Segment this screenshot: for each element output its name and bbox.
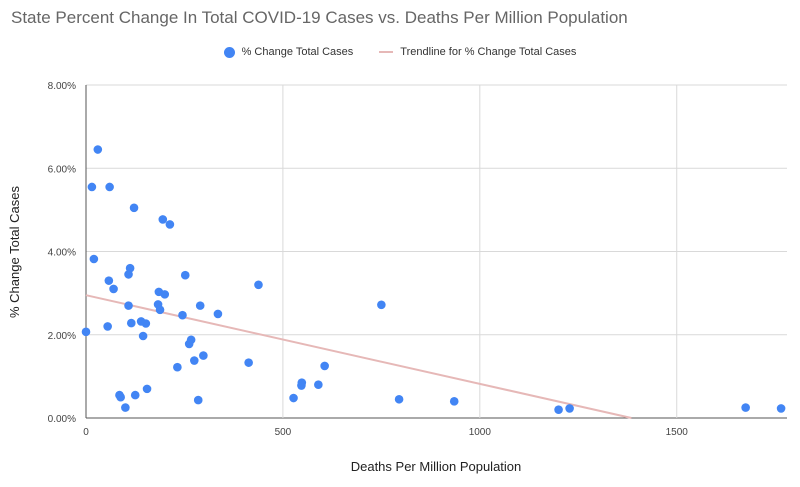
- x-tick-label: 1000: [469, 427, 492, 438]
- x-tick-label: 1500: [666, 427, 689, 438]
- data-point[interactable]: [124, 301, 133, 310]
- data-point[interactable]: [155, 305, 165, 315]
- data-point[interactable]: [554, 405, 563, 414]
- data-point[interactable]: [126, 318, 136, 328]
- data-point[interactable]: [190, 356, 199, 365]
- data-point[interactable]: [377, 300, 386, 310]
- data-point[interactable]: [165, 220, 175, 229]
- data-point[interactable]: [449, 397, 459, 406]
- data-point[interactable]: [180, 270, 190, 280]
- data-point[interactable]: [81, 327, 91, 337]
- data-point[interactable]: [213, 309, 223, 319]
- y-tick-label: 2.00%: [48, 331, 76, 342]
- data-point[interactable]: [103, 322, 112, 331]
- data-point[interactable]: [565, 404, 574, 413]
- chart-legend: % Change Total Cases Trendline for % Cha…: [0, 46, 800, 58]
- data-point[interactable]: [141, 319, 151, 328]
- data-point[interactable]: [105, 182, 114, 192]
- data-point[interactable]: [130, 390, 140, 400]
- chart-title: State Percent Change In Total COVID-19 C…: [11, 8, 628, 27]
- data-point[interactable]: [173, 362, 182, 372]
- data-point[interactable]: [186, 335, 196, 345]
- legend-line-marker: [379, 51, 394, 53]
- data-point[interactable]: [138, 331, 148, 341]
- data-point[interactable]: [254, 280, 263, 290]
- data-point[interactable]: [87, 182, 97, 192]
- y-tick-label: 4.00%: [48, 248, 76, 259]
- grid-lines: [85, 84, 787, 419]
- y-tick-label: 6.00%: [48, 164, 76, 175]
- trendline-layer: [85, 294, 632, 419]
- data-point[interactable]: [297, 378, 307, 387]
- data-point[interactable]: [129, 203, 139, 213]
- data-point[interactable]: [121, 403, 130, 412]
- y-axis-title: % Change Total Cases: [7, 186, 22, 319]
- legend-dot-marker: [223, 46, 235, 58]
- legend-item-trendline[interactable]: Trendline for % Change Total Cases: [379, 46, 576, 58]
- data-point[interactable]: [125, 263, 135, 273]
- data-point[interactable]: [320, 361, 329, 371]
- data-points: [81, 145, 786, 414]
- data-point[interactable]: [741, 403, 750, 412]
- legend-label-trendline: Trendline for % Change Total Cases: [400, 46, 577, 58]
- data-point[interactable]: [195, 301, 205, 310]
- x-axis-title: Deaths Per Million Population: [351, 459, 522, 474]
- legend-item-cases[interactable]: % Change Total Cases: [223, 46, 354, 58]
- data-point[interactable]: [116, 392, 125, 402]
- y-axis-ticks: 0.00% 2.00% 4.00% 6.00% 8.00%: [48, 81, 76, 425]
- data-point[interactable]: [160, 290, 170, 299]
- data-point[interactable]: [776, 404, 786, 413]
- data-point[interactable]: [104, 276, 114, 285]
- x-tick-label: 0: [83, 427, 89, 438]
- data-point[interactable]: [289, 393, 298, 403]
- data-point[interactable]: [199, 351, 208, 360]
- data-point[interactable]: [314, 380, 323, 390]
- data-point[interactable]: [244, 358, 253, 367]
- data-point[interactable]: [93, 145, 103, 154]
- x-tick-label: 500: [275, 427, 292, 438]
- y-tick-label: 0.00%: [48, 414, 76, 425]
- data-point[interactable]: [109, 284, 118, 294]
- data-point[interactable]: [394, 394, 404, 404]
- data-point[interactable]: [89, 254, 99, 264]
- data-point[interactable]: [158, 215, 168, 224]
- trendline: [85, 294, 632, 419]
- legend-label-cases: % Change Total Cases: [241, 46, 354, 58]
- x-axis-ticks: 0 500 1000 1500: [83, 427, 688, 438]
- data-point[interactable]: [142, 384, 152, 394]
- data-point[interactable]: [193, 395, 203, 405]
- data-point[interactable]: [178, 310, 187, 320]
- y-tick-label: 8.00%: [48, 81, 76, 92]
